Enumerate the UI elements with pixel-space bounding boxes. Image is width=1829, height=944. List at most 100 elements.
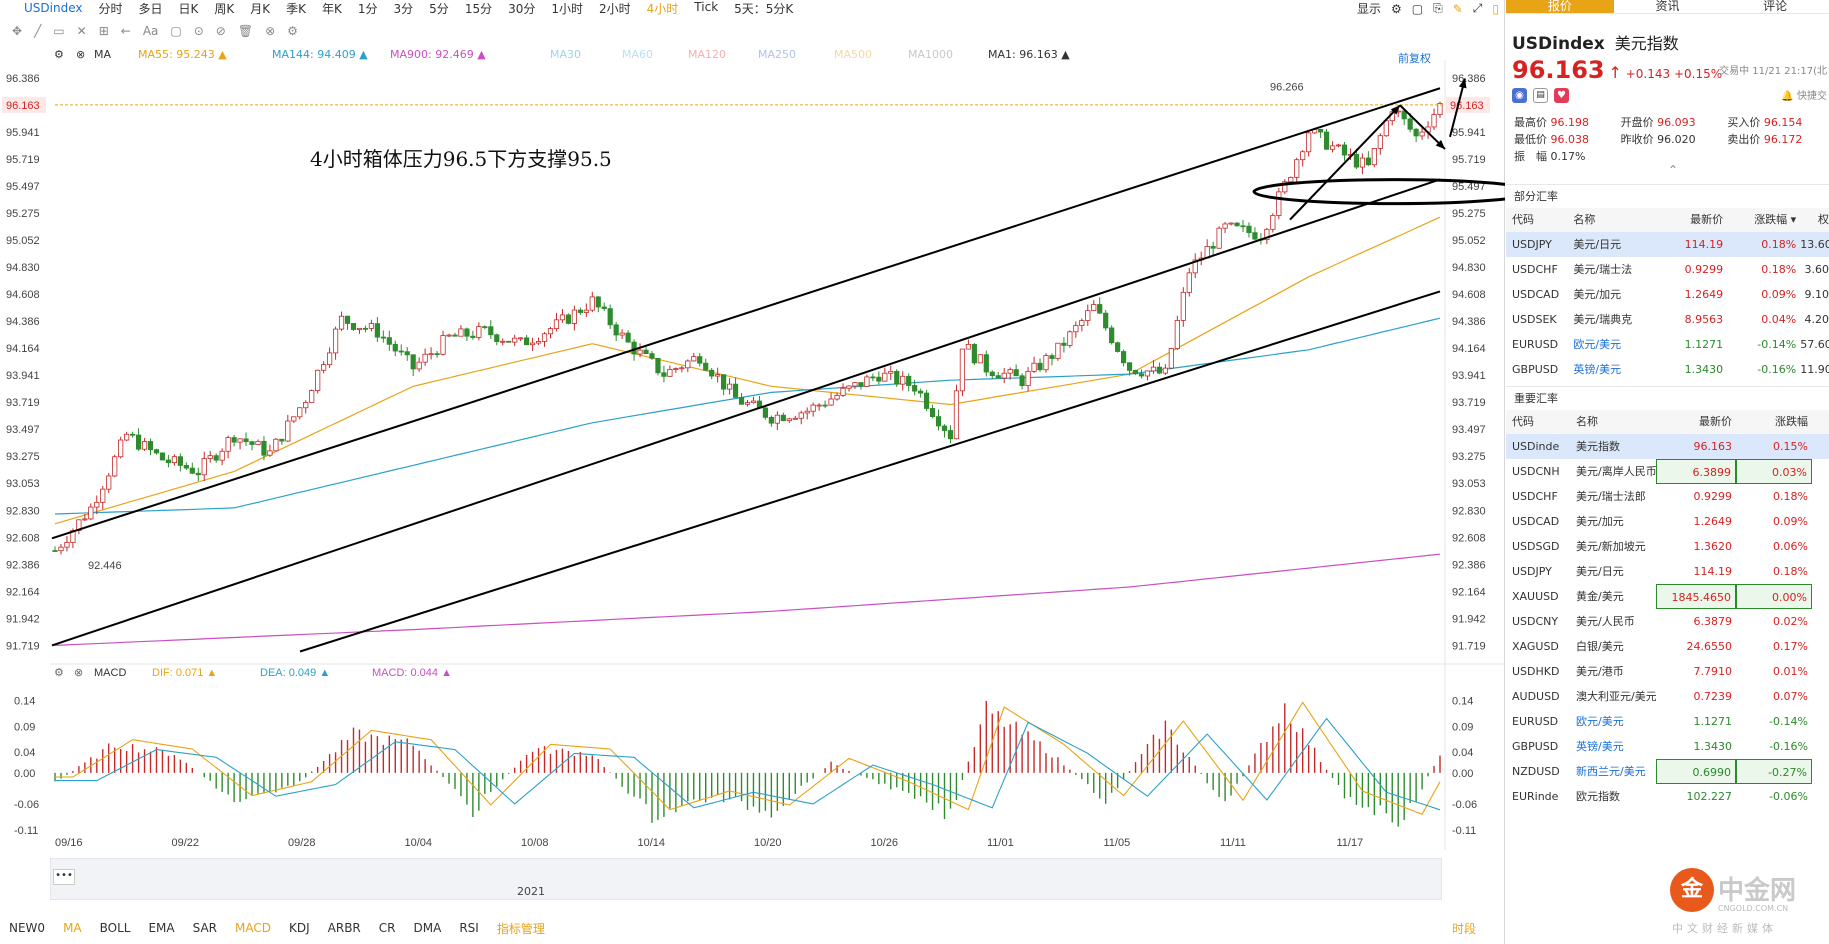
- display-menu[interactable]: 显示: [1356, 2, 1381, 16]
- period-tab[interactable]: 多日: [138, 1, 163, 16]
- symbol-label[interactable]: USDindex: [24, 1, 83, 15]
- indicator-tab[interactable]: KDJ: [289, 921, 310, 935]
- column-header[interactable]: 最新价: [1699, 415, 1732, 428]
- drawing-tool-icon[interactable]: ▢: [170, 24, 182, 38]
- column-header[interactable]: 涨跌幅: [1775, 415, 1808, 428]
- table-row[interactable]: USDJPY 美元/日元 114.19 0.18% 13.60: [1506, 232, 1829, 257]
- drawing-tool-icon[interactable]: Aa: [142, 24, 159, 38]
- panel-tab[interactable]: 资讯: [1655, 0, 1680, 13]
- favorite-icon[interactable]: ♥: [1554, 88, 1569, 103]
- indicator-tab[interactable]: SAR: [192, 921, 218, 935]
- table-row[interactable]: EURinde 欧元指数 102.227 -0.06%: [1506, 784, 1829, 809]
- drawing-tool-icon[interactable]: ▭: [53, 24, 65, 38]
- table-row[interactable]: AUDUSD 澳大利亚元/美元 0.7239 0.07%: [1506, 684, 1829, 709]
- column-header[interactable]: 代码: [1512, 213, 1534, 226]
- drawing-tool-icon[interactable]: ✕: [76, 24, 87, 38]
- timeframe-button[interactable]: 时段: [1451, 921, 1476, 936]
- fullscreen-icon[interactable]: ⤢: [1472, 1, 1483, 15]
- table-row[interactable]: EURUSD 欧元/美元 1.1271 -0.14% 57.60: [1506, 332, 1829, 357]
- period-tab[interactable]: 15分: [464, 1, 493, 16]
- collapse-icon[interactable]: ⌃: [1668, 163, 1679, 177]
- legend-close-icon[interactable]: ⊗: [76, 48, 86, 61]
- indicator-tab[interactable]: MACD: [235, 921, 271, 935]
- period-tab[interactable]: 月K: [250, 1, 271, 16]
- candle-body: [1109, 327, 1115, 344]
- time-navigator[interactable]: ••• 2021: [50, 858, 1442, 900]
- column-header[interactable]: 名称: [1573, 213, 1596, 226]
- table-row[interactable]: USDCNH 美元/离岸人民币 6.3899 0.03%: [1506, 459, 1829, 484]
- bell-icon[interactable]: 🔔: [1781, 91, 1794, 102]
- table-row[interactable]: USDCHF 美元/瑞士法 0.9299 0.18% 3.60: [1506, 257, 1829, 282]
- indicator-tab[interactable]: DMA: [413, 921, 442, 935]
- indicator-tab[interactable]: ARBR: [327, 921, 361, 935]
- table-row[interactable]: GBPUSD 英镑/美元 1.3430 -0.16% 11.90: [1506, 357, 1829, 382]
- stat-item: 最低价 96.038: [1514, 131, 1621, 148]
- y-tick-label-left: 93.053: [6, 478, 40, 490]
- period-tab[interactable]: 日K: [178, 1, 199, 16]
- drawing-tool-icon[interactable]: ⊗: [265, 24, 276, 38]
- settings-icon[interactable]: ⚙: [1391, 1, 1402, 16]
- globe-icon[interactable]: ◉: [1512, 88, 1527, 103]
- drawing-tool-icon[interactable]: 🗑: [237, 24, 254, 38]
- panel-tab[interactable]: 评论: [1763, 0, 1788, 13]
- panel-tab[interactable]: 报价: [1506, 0, 1614, 13]
- indicator-tab[interactable]: NEW0: [9, 921, 46, 935]
- drawing-tool-icon[interactable]: ✥: [12, 24, 23, 38]
- drawing-tool-icon[interactable]: ←: [120, 24, 131, 38]
- period-tab[interactable]: 3分: [393, 1, 414, 16]
- drawing-tool-icon[interactable]: ⊞: [98, 24, 109, 38]
- drawing-tool-icon[interactable]: ⚙: [287, 24, 298, 38]
- table-row[interactable]: GBPUSD 英镑/美元 1.3430 -0.16%: [1506, 734, 1829, 759]
- table-row[interactable]: USDCAD 美元/加元 1.2649 0.09% 9.10: [1506, 282, 1829, 307]
- indicator-tab[interactable]: MA: [63, 921, 82, 935]
- layout-icon[interactable]: ▢: [1411, 1, 1424, 16]
- period-tab[interactable]: 5分: [429, 1, 449, 16]
- table-row[interactable]: USDHKD 美元/港币 7.7910 0.01%: [1506, 659, 1829, 684]
- period-tab[interactable]: 2小时: [599, 1, 631, 16]
- table-row[interactable]: USDCAD 美元/加元 1.2649 0.09%: [1506, 509, 1829, 534]
- table-row[interactable]: XAGUSD 白银/美元 24.6550 0.17%: [1506, 634, 1829, 659]
- table-row[interactable]: USDCNY 美元/人民币 6.3879 0.02%: [1506, 609, 1829, 634]
- legend-settings-icon[interactable]: ⚙: [54, 48, 64, 61]
- table-row[interactable]: XAUUSD 黄金/美元 1845.4650 0.00%: [1506, 584, 1829, 609]
- navigator-more-button[interactable]: •••: [53, 869, 75, 885]
- period-tab[interactable]: 周K: [214, 1, 235, 16]
- candle-body: [553, 319, 560, 330]
- period-tab[interactable]: Tick: [694, 0, 719, 14]
- news-icon[interactable]: ▤: [1533, 88, 1548, 103]
- period-tab[interactable]: 季K: [286, 1, 307, 16]
- price-chart[interactable]: 96.386 96.386 96.163 96.163 95.941 95.941 95.7…: [0, 0, 1505, 944]
- period-tab[interactable]: 4小时: [646, 1, 679, 16]
- indicator-tab[interactable]: EMA: [148, 921, 175, 935]
- drawing-tool-icon[interactable]: ╱: [34, 24, 42, 38]
- indicator-tab[interactable]: CR: [378, 921, 396, 935]
- panel-toggle-icon[interactable]: ▯: [1492, 1, 1499, 16]
- column-header[interactable]: 名称: [1576, 415, 1598, 428]
- column-header[interactable]: 权: [1818, 213, 1829, 226]
- column-header[interactable]: 涨跌幅 ▾: [1754, 213, 1797, 226]
- period-tab[interactable]: 年K: [322, 1, 342, 16]
- fuquan-toggle[interactable]: 前复权: [1398, 52, 1431, 65]
- drawing-tool-icon[interactable]: ⊘: [215, 24, 226, 38]
- indicator-manage-button[interactable]: 指标管理: [496, 921, 545, 936]
- indicator-tab[interactable]: BOLL: [99, 921, 131, 935]
- column-header[interactable]: 最新价: [1690, 213, 1724, 226]
- period-tab[interactable]: 30分: [508, 1, 536, 16]
- drawing-tool-icon[interactable]: ⊙: [193, 24, 204, 38]
- table-row[interactable]: USDCHF 美元/瑞士法郎 0.9299 0.18%: [1506, 484, 1829, 509]
- table-row[interactable]: USDJPY 美元/日元 114.19 0.18%: [1506, 559, 1829, 584]
- period-tab[interactable]: 1小时: [551, 1, 584, 16]
- period-tab[interactable]: 分时: [98, 1, 123, 16]
- indicator-tab[interactable]: RSI: [459, 921, 479, 935]
- period-tab[interactable]: 1分: [357, 1, 378, 16]
- table-row[interactable]: USDSEK 美元/瑞典克 8.9563 0.04% 4.20: [1506, 307, 1829, 332]
- column-header[interactable]: 代码: [1512, 415, 1534, 428]
- table-row[interactable]: USDSGD 美元/新加坡元 1.3620 0.06%: [1506, 534, 1829, 559]
- quick-trade-button[interactable]: 快捷交: [1797, 91, 1827, 102]
- table-row[interactable]: EURUSD 欧元/美元 1.1271 -0.14%: [1506, 709, 1829, 734]
- period-tab[interactable]: 5天：5分K: [734, 1, 794, 16]
- pen-icon[interactable]: ✎: [1452, 1, 1463, 16]
- table-row[interactable]: USDinde 美元指数 96.163 0.15%: [1506, 434, 1829, 459]
- camera-icon[interactable]: ⎘: [1433, 1, 1443, 15]
- table-row[interactable]: NZDUSD 新西兰元/美元 0.6990 -0.27%: [1506, 759, 1829, 784]
